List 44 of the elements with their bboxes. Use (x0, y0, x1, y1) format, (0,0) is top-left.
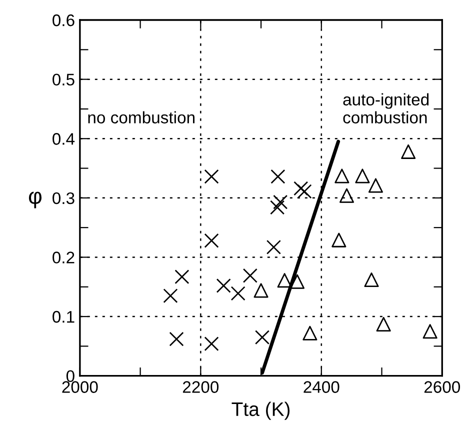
x-tick-label: 2000 (62, 381, 98, 393)
point (297, 184, 312, 199)
y-axis-title: φ (28, 192, 42, 208)
point (174, 270, 190, 284)
point (368, 178, 384, 193)
point (401, 144, 416, 159)
point (376, 316, 391, 332)
point (422, 324, 438, 339)
point (339, 188, 354, 203)
y-tick-label: 0.5 (52, 74, 74, 86)
point (332, 232, 346, 248)
point (163, 288, 178, 304)
y-tick-label: 0.6 (52, 14, 74, 26)
point (204, 169, 219, 184)
point (355, 168, 370, 184)
point (169, 332, 184, 346)
point (254, 330, 270, 345)
y-tick-label: 0.1 (52, 310, 74, 323)
annotation: auto-ignited combustion (343, 93, 429, 124)
x-tick-label: 2200 (182, 381, 219, 393)
point (273, 194, 288, 210)
point (242, 268, 258, 283)
y-tick-label: 0.2 (52, 252, 74, 264)
x-tick-label: 2600 (424, 381, 460, 393)
point (290, 274, 305, 289)
point (302, 326, 318, 340)
point (364, 272, 379, 288)
point (334, 168, 350, 184)
point (294, 181, 308, 196)
point (230, 286, 246, 301)
point (266, 240, 281, 254)
point (204, 233, 219, 248)
point (270, 169, 286, 184)
y-tick-label: 0 (66, 370, 74, 382)
x-axis-title: Tta (K) (232, 402, 290, 420)
point (254, 283, 268, 298)
point (204, 336, 219, 352)
point (277, 273, 292, 288)
annotation: no combustion (88, 111, 194, 124)
x-tick-label: 2400 (304, 381, 340, 393)
y-tick-label: 0.4 (52, 133, 75, 145)
point (216, 278, 231, 293)
y-tick-label: 0.3 (52, 192, 74, 204)
point (270, 200, 285, 215)
